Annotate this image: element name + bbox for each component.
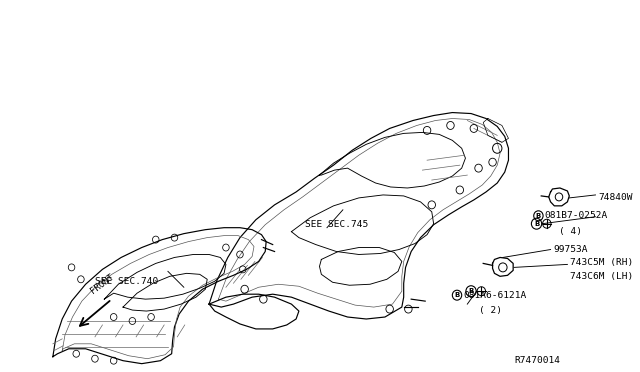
Text: R7470014: R7470014 bbox=[514, 356, 560, 365]
Text: B: B bbox=[536, 213, 541, 219]
Text: FRONT: FRONT bbox=[89, 273, 116, 296]
Text: ( 2): ( 2) bbox=[479, 305, 502, 315]
Text: B: B bbox=[468, 288, 474, 294]
Text: 99753A: 99753A bbox=[554, 245, 588, 254]
Text: 743C5M (RH): 743C5M (RH) bbox=[570, 258, 634, 267]
Text: 081A6-6121A: 081A6-6121A bbox=[463, 291, 527, 300]
Text: SEE SEC.745: SEE SEC.745 bbox=[305, 220, 369, 229]
Text: B: B bbox=[454, 292, 460, 298]
Text: B: B bbox=[534, 221, 539, 227]
Text: SEE SEC.740: SEE SEC.740 bbox=[95, 277, 158, 286]
Text: 743C6M (LH): 743C6M (LH) bbox=[570, 272, 634, 281]
Text: 74840W: 74840W bbox=[598, 193, 633, 202]
Text: ( 4): ( 4) bbox=[559, 227, 582, 236]
Text: 081B7-0252A: 081B7-0252A bbox=[544, 211, 607, 220]
